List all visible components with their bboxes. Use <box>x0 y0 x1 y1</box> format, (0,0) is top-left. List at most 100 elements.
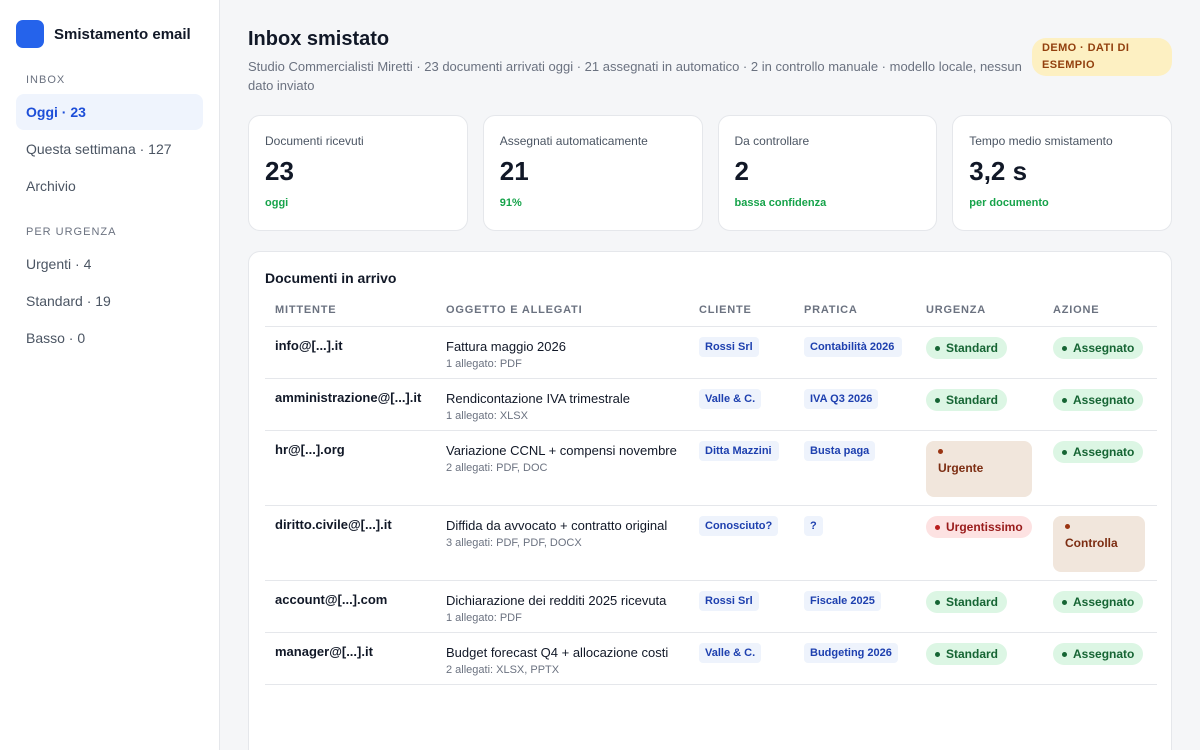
urgency-badge: Standard <box>926 591 1008 613</box>
subject: Variazione CCNL + compensi novembre <box>446 443 677 458</box>
status-dot-icon <box>935 651 940 657</box>
column-header-oggetto[interactable]: OGGETTO E ALLEGATI <box>436 304 689 327</box>
status-dot-icon <box>1062 345 1067 351</box>
nav-item-standard[interactable]: Standard · 19 <box>26 293 111 309</box>
stat-note: per documento <box>969 197 1049 209</box>
column-header-azione[interactable]: AZIONE <box>1043 304 1157 327</box>
column-header-pratica[interactable]: PRATICA <box>794 304 916 327</box>
main-content: Inbox smistato Studio Commercialisti Mir… <box>248 28 1172 750</box>
stat-value: 23 <box>265 156 294 186</box>
action-badge[interactable]: Assegnato <box>1053 441 1144 463</box>
subject: Dichiarazione dei redditi 2025 ricevuta <box>446 593 667 608</box>
urgency-badge: Standard <box>926 389 1008 411</box>
subject: Diffida da avvocato + contratto original <box>446 518 668 533</box>
status-dot-icon <box>935 599 940 605</box>
column-header-cliente[interactable]: CLIENTE <box>689 304 794 327</box>
client-tag[interactable]: Rossi Srl <box>699 591 759 611</box>
stat-card-avg-time: Tempo medio smistamento 3,2 s per docume… <box>952 115 1172 231</box>
status-dot-icon <box>1065 524 1070 529</box>
table-row[interactable]: amministrazione@[...].it Rendicontazione… <box>265 378 1157 431</box>
urgency-label: Urgentissimo <box>946 520 1023 534</box>
client-tag[interactable]: Rossi Srl <box>699 337 759 357</box>
subject: Rendicontazione IVA trimestrale <box>446 391 631 406</box>
action-label: Assegnato <box>1073 647 1135 661</box>
case-tag[interactable]: Budgeting 2026 <box>804 643 898 663</box>
stat-label: Assegnati automaticamente <box>499 134 648 148</box>
stat-card-to-check: Da controllare 2 bassa confidenza <box>717 115 938 231</box>
urgency-badge: Standard <box>926 643 1008 665</box>
table-row[interactable]: info@[...].it Fattura maggio 2026 1 alleg… <box>265 326 1157 379</box>
action-badge[interactable]: Assegnato <box>1053 389 1144 411</box>
urgency-label: Urgente <box>938 461 984 475</box>
client-tag[interactable]: Conosciuto? <box>699 516 779 536</box>
nav-item-oggi[interactable]: Oggi · 23 <box>16 94 203 130</box>
table-row[interactable]: account@[...].com Dichiarazione dei redd… <box>265 580 1157 633</box>
page-subtitle: Studio Commercialisti Miretti · 23 docum… <box>248 59 1022 93</box>
app-name: Smistamento email <box>54 25 191 43</box>
column-header-urgenza[interactable]: URGENZA <box>916 304 1043 327</box>
urgency-label: Standard <box>946 341 999 355</box>
stat-label: Da controllare <box>734 134 810 148</box>
page-header: Inbox smistato Studio Commercialisti Mir… <box>248 28 1172 95</box>
subject: Fattura maggio 2026 <box>446 339 566 354</box>
status-dot-icon <box>1062 651 1067 657</box>
column-header-mittente[interactable]: MITTENTE <box>265 304 436 327</box>
attachments: 2 allegati: XLSX, PPTX <box>446 664 560 676</box>
subject: Budget forecast Q4 + allocazione costi <box>446 645 669 660</box>
demo-badge: DEMO · DATI DI ESEMPIO <box>1032 38 1172 76</box>
client-tag[interactable]: Ditta Mazzini <box>699 441 779 461</box>
urgency-badge: Standard <box>926 337 1008 359</box>
attachments: 1 allegato: PDF <box>446 612 522 624</box>
sender: diritto.civile@[...].it <box>275 517 392 532</box>
stats-row: Documenti ricevuti 23 oggi Assegnati aut… <box>248 115 1172 231</box>
table-row[interactable]: manager@[...].it Budget forecast Q4 + al… <box>265 632 1157 685</box>
table-row[interactable]: diritto.civile@[...].it Diffida da avvoc… <box>265 505 1157 581</box>
nav-section-urgency: PER URGENZA <box>26 226 117 238</box>
client-tag[interactable]: Valle & C. <box>699 643 762 663</box>
status-dot-icon <box>935 524 940 530</box>
attachments: 1 allegato: XLSX <box>446 410 528 422</box>
nav-item-questa-settimana[interactable]: Questa settimana · 127 <box>26 141 172 157</box>
urgency-label: Standard <box>946 647 999 661</box>
action-badge[interactable]: Assegnato <box>1053 337 1144 359</box>
stat-label: Documenti ricevuti <box>265 134 364 148</box>
attachments: 3 allegati: PDF, PDF, DOCX <box>446 537 582 549</box>
client-tag[interactable]: Valle & C. <box>699 389 762 409</box>
nav-item-archivio[interactable]: Archivio <box>26 178 76 194</box>
status-dot-icon <box>938 449 943 454</box>
review-button[interactable]: Controlla <box>1053 516 1145 572</box>
attachments: 2 allegati: PDF, DOC <box>446 462 548 474</box>
nav-item-basso[interactable]: Basso · 0 <box>26 330 86 346</box>
stat-value: 21 <box>499 156 529 186</box>
case-tag[interactable]: Busta paga <box>804 441 876 461</box>
sender: hr@[...].org <box>275 442 345 457</box>
urgency-label: Standard <box>946 595 999 609</box>
action-label: Assegnato <box>1073 341 1135 355</box>
status-dot-icon <box>935 397 940 403</box>
attachments: 1 allegato: PDF <box>446 358 522 370</box>
case-tag[interactable]: Contabilità 2026 <box>804 337 902 357</box>
stat-card-auto-assigned: Assegnati automaticamente 21 91% <box>482 115 703 231</box>
urgency-label: Standard <box>946 393 999 407</box>
app-logo-icon <box>16 20 44 48</box>
action-label: Controlla <box>1065 536 1118 550</box>
urgency-badge: Urgentissimo <box>926 516 1032 538</box>
nav-item-urgenti[interactable]: Urgenti · 4 <box>26 256 92 272</box>
sender: account@[...].com <box>275 592 388 607</box>
action-badge[interactable]: Assegnato <box>1053 643 1144 665</box>
status-dot-icon <box>1062 599 1067 605</box>
urgency-badge: Urgente <box>926 441 1032 497</box>
case-tag[interactable]: IVA Q3 2026 <box>804 389 879 409</box>
stat-note: 91% <box>499 197 522 209</box>
table-row[interactable]: hr@[...].org Variazione CCNL + compensi … <box>265 430 1157 506</box>
case-tag[interactable]: Fiscale 2025 <box>804 591 881 611</box>
nav-section-inbox: INBOX <box>26 74 66 86</box>
action-label: Assegnato <box>1073 595 1135 609</box>
stat-value: 3,2 s <box>969 156 1028 186</box>
page-title: Inbox smistato <box>248 28 390 50</box>
stat-label: Tempo medio smistamento <box>969 134 1113 148</box>
sender: amministrazione@[...].it <box>275 390 422 405</box>
case-tag[interactable]: ? <box>804 516 823 536</box>
status-dot-icon <box>1062 397 1067 403</box>
action-badge[interactable]: Assegnato <box>1053 591 1144 613</box>
